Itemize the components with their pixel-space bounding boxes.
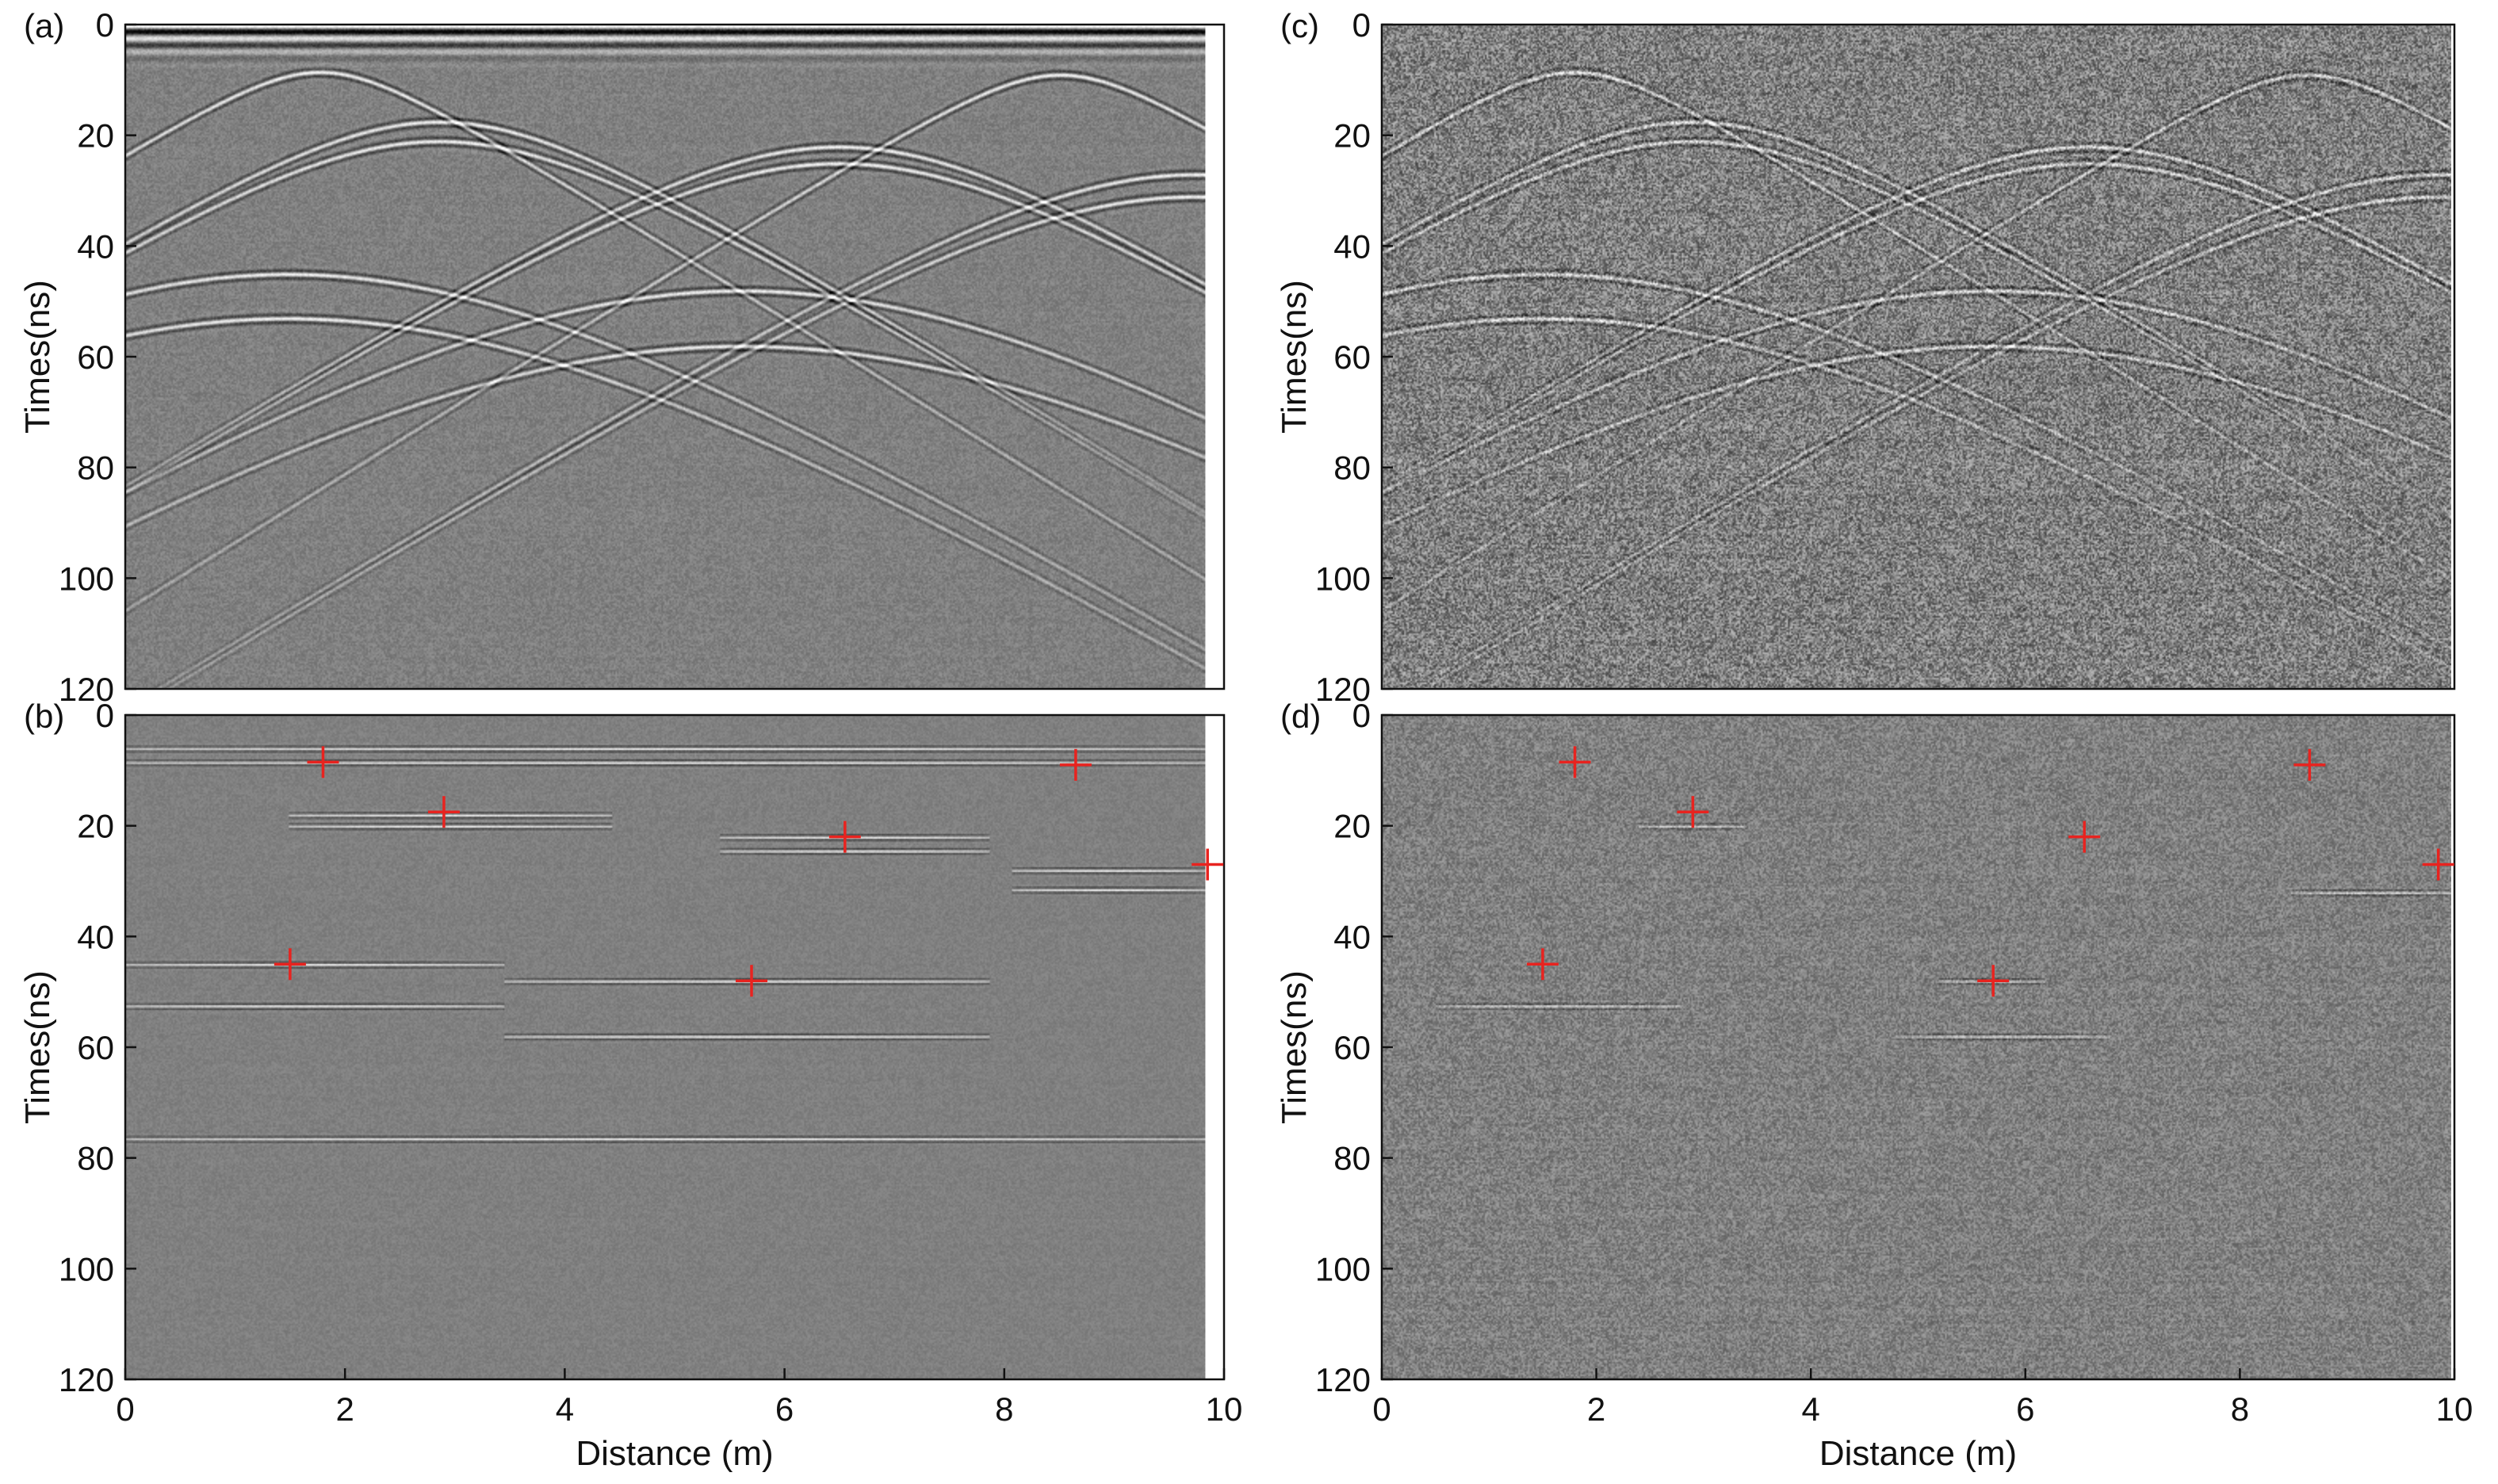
target-marker [2068,820,2101,853]
panel-c: 0 20 40 60 80 100 120 (c) Times(ns) [1275,6,2456,708]
y-tick-label: 0 [96,6,114,44]
y-tick-label: 20 [77,117,114,155]
y-tick-label: 40 [77,228,114,265]
x-tick-label: 2 [336,1390,354,1428]
y-tick-label: 100 [59,560,114,597]
y-tick-label: 120 [1315,671,1371,708]
y-tick-label: 120 [59,671,114,708]
x-tick-label: 4 [556,1390,574,1428]
x-tick-label: 6 [2016,1390,2034,1428]
y-tick-label: 60 [1333,1029,1371,1066]
x-tick-label: 2 [1587,1390,1605,1428]
target-marker [1059,748,1092,781]
y-tick-label: 40 [77,918,114,955]
x-tick-label: 8 [995,1390,1013,1428]
target-marker [828,820,861,853]
y-tick-label: 120 [59,1361,114,1398]
y-tick-label: 0 [1352,6,1371,44]
target-marker [274,948,306,981]
y-tick-label: 100 [1315,560,1371,597]
target-marker [1977,965,2010,997]
target-marker [2422,848,2454,881]
x-tick-label: 10 [1206,1390,1243,1428]
target-marker [427,796,460,828]
target-marker [1559,746,1591,778]
y-tick-label: 80 [1333,449,1371,487]
y-tick-label: 20 [77,808,114,845]
y-tick-label: 20 [1333,117,1371,155]
x-tick-label: 10 [2436,1390,2473,1428]
y-tick-label: 40 [1333,918,1371,955]
y-axis-title: Times(ns) [18,970,57,1124]
y-tick-label: 0 [1352,697,1371,734]
y-tick-label: 60 [77,1029,114,1066]
y-tick-label: 0 [96,697,114,734]
x-tick-label: 6 [775,1390,794,1428]
y-tick-label: 80 [1333,1140,1371,1177]
panel-label: (c) [1280,7,1319,44]
target-marker [2293,748,2326,781]
panel-label: (a) [24,7,64,44]
x-axis-title: Distance (m) [1819,1434,2017,1473]
target-marker [307,746,339,778]
y-axis-title: Times(ns) [1275,970,1314,1124]
y-axis-title: Times(ns) [18,280,57,434]
panel-a: 0 20 40 60 80 100 120 (a) Times(ns) [18,6,1226,708]
y-tick-label: 20 [1333,808,1371,845]
y-tick-label: 120 [1315,1361,1371,1398]
target-marker [736,965,768,997]
y-tick-label: 80 [77,449,114,487]
target-marker [1677,796,1709,828]
y-axis-title: Times(ns) [1275,280,1314,434]
x-tick-label: 0 [116,1390,134,1428]
y-tick-label: 100 [1315,1250,1371,1287]
x-axis-title: Distance (m) [576,1434,773,1473]
panel-label: (b) [24,698,64,735]
y-tick-label: 100 [59,1250,114,1287]
x-tick-label: 8 [2231,1390,2249,1428]
radargram-image [125,25,1206,689]
target-marker [1192,848,1224,881]
target-marker [1526,948,1559,981]
y-tick-label: 60 [1333,338,1371,376]
radargram-image [125,715,1206,1379]
x-tick-label: 0 [1372,1390,1391,1428]
radargram-image [1382,715,2451,1379]
panel-label: (d) [1280,698,1321,735]
y-tick-label: 80 [77,1140,114,1177]
radargram-image [1382,25,2451,689]
y-tick-label: 40 [1333,228,1371,265]
y-tick-label: 60 [77,338,114,376]
x-tick-label: 4 [1802,1390,1820,1428]
